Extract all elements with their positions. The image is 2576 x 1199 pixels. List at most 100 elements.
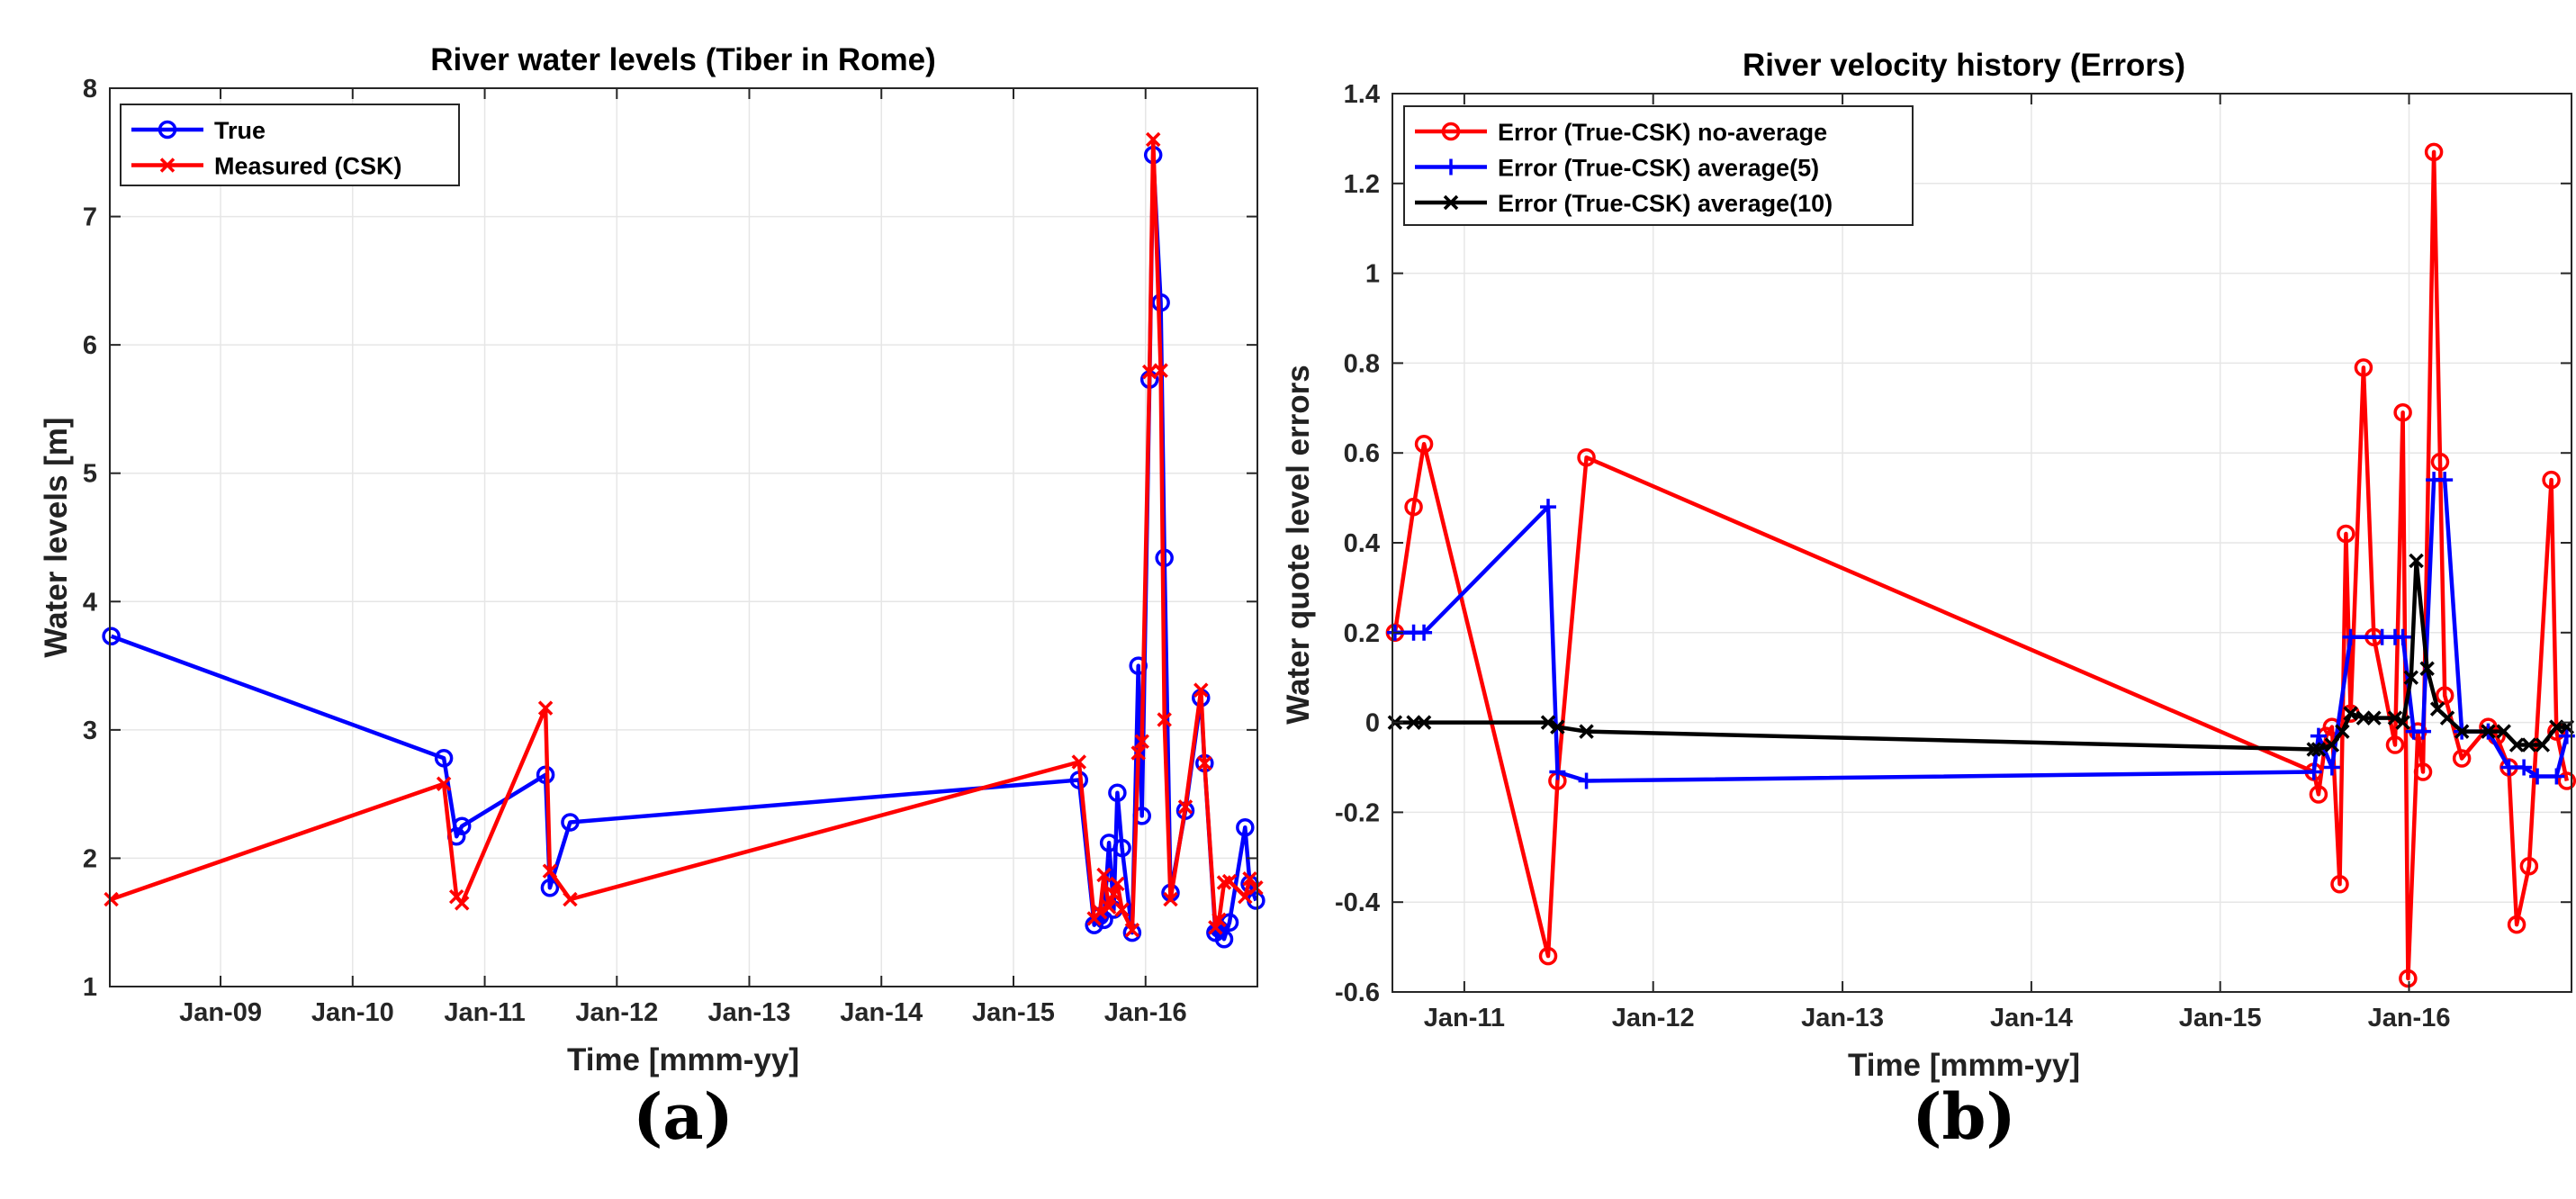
chart-a: Jan-09 Jan-10 Jan-11 Jan-12 Jan-13 Jan-14 Jan-… — [39, 42, 1265, 1154]
data-point — [454, 896, 470, 911]
data-point — [561, 813, 580, 832]
data-point — [2542, 470, 2561, 490]
chart-title-b: River velocity history (Errors) — [1743, 48, 2185, 83]
data-point — [2516, 759, 2533, 776]
chart-title-a: River water levels (Tiber in Rome) — [430, 42, 936, 77]
data-point — [2481, 724, 2496, 739]
data-point — [2529, 768, 2546, 785]
data-point — [1130, 745, 1146, 761]
chart-b: Jan-11 Jan-12 Jan-13 Jan-14 Jan-15 Jan-16 -0.6… — [1281, 48, 2576, 1154]
x-axis-label-b: Time [mmm-yy] — [1848, 1048, 2080, 1083]
data-point — [2507, 915, 2526, 934]
data-point — [563, 891, 578, 907]
data-point — [1096, 867, 1112, 883]
data-point — [2399, 969, 2418, 988]
data-point — [1577, 447, 1596, 467]
data-point — [1177, 799, 1193, 815]
data-point — [1211, 912, 1227, 928]
x-tick-label: Jan-13 — [1801, 1004, 1884, 1032]
data-point — [1540, 715, 1556, 730]
data-point — [2496, 724, 2511, 739]
data-point — [1106, 887, 1121, 902]
data-point — [2548, 768, 2565, 785]
data-point — [2403, 670, 2419, 685]
data-point — [1110, 876, 1125, 892]
data-point — [102, 627, 121, 646]
data-point — [2409, 553, 2424, 569]
data-point — [2535, 737, 2551, 753]
data-point — [1416, 715, 1432, 730]
legend-b: Error (True-CSK) no-average Error (True-C… — [1403, 105, 1914, 226]
y-tick-label: 0 — [1365, 709, 1380, 738]
x-tick-label: Jan-15 — [972, 998, 1055, 1027]
data-point — [542, 863, 558, 879]
x-tick-label: Jan-11 — [444, 998, 525, 1027]
data-point — [2454, 724, 2470, 739]
series-group-b — [1385, 142, 2576, 988]
data-point — [2394, 628, 2411, 645]
data-point — [1214, 929, 1234, 949]
data-point — [1538, 946, 1558, 966]
ticks-a: Jan-09 Jan-10 Jan-11 Jan-12 Jan-13 Jan-14 Jan-… — [83, 75, 1257, 1027]
data-point — [1197, 755, 1212, 771]
y-tick-label: 0.4 — [1344, 529, 1380, 558]
data-point — [1208, 920, 1223, 935]
data-point — [1236, 817, 1255, 837]
data-point — [104, 891, 119, 907]
x-tick-label: Jan-14 — [840, 998, 923, 1027]
data-point — [1248, 879, 1264, 896]
y-tick-label: 0.2 — [1344, 619, 1380, 648]
data-point — [2519, 857, 2539, 876]
legend-marker — [1443, 158, 1459, 176]
data-point — [2323, 759, 2340, 776]
y-tick-label: 8 — [83, 75, 97, 104]
data-point — [2419, 661, 2435, 676]
legend-item: Measured (CSK) — [131, 153, 402, 180]
x-tick-label: Jan-10 — [311, 998, 394, 1027]
x-tick-label: Jan-15 — [2179, 1004, 2262, 1032]
y-axis-label-b: Water quote level errors — [1281, 365, 1316, 724]
panel-label-a: (a) — [633, 1079, 734, 1154]
legend-label: True — [214, 117, 266, 144]
data-point — [1221, 873, 1238, 889]
data-point — [1404, 497, 1423, 517]
data-point — [1071, 754, 1087, 770]
y-tick-label: 0.6 — [1344, 439, 1380, 468]
y-tick-label: 1 — [1365, 260, 1380, 289]
y-tick-label: 1 — [83, 973, 97, 1002]
data-point — [1157, 712, 1172, 727]
data-point — [2354, 358, 2373, 377]
y-tick-label: -0.6 — [1335, 978, 1380, 1007]
data-point — [2452, 749, 2472, 768]
data-point — [2385, 735, 2405, 754]
series-group-a — [102, 131, 1265, 949]
data-point — [1129, 656, 1148, 675]
legend-label: Error (True-CSK) average(5) — [1498, 155, 1819, 182]
legend-marker — [158, 120, 177, 140]
data-point — [452, 816, 472, 836]
legend-marker — [1441, 122, 1461, 141]
data-point — [2330, 874, 2349, 894]
data-point — [436, 776, 452, 791]
data-point — [1092, 905, 1108, 920]
y-tick-label: 1.2 — [1344, 170, 1380, 199]
legend-item: Error (True-CSK) average(10) — [1415, 190, 1833, 217]
y-tick-label: -0.2 — [1335, 798, 1380, 827]
data-point — [434, 748, 454, 768]
x-tick-label: Jan-16 — [1104, 998, 1187, 1027]
data-point — [2557, 771, 2576, 790]
data-point — [2393, 403, 2412, 422]
x-axis-label-a: Time [mmm-yy] — [567, 1042, 799, 1077]
data-point — [2435, 686, 2454, 705]
y-tick-label: 1.4 — [1344, 80, 1380, 109]
x-tick-label: Jan-16 — [2368, 1004, 2451, 1032]
data-point — [2439, 710, 2455, 726]
y-tick-label: 5 — [83, 460, 97, 489]
data-point — [1193, 682, 1209, 698]
legend-item: Error (True-CSK) no-average — [1415, 119, 1827, 146]
data-point — [2424, 142, 2444, 162]
legend-a: True Measured (CSK) — [120, 104, 460, 186]
data-point — [1153, 363, 1168, 378]
data-point — [2387, 710, 2403, 726]
data-point — [2310, 727, 2327, 744]
